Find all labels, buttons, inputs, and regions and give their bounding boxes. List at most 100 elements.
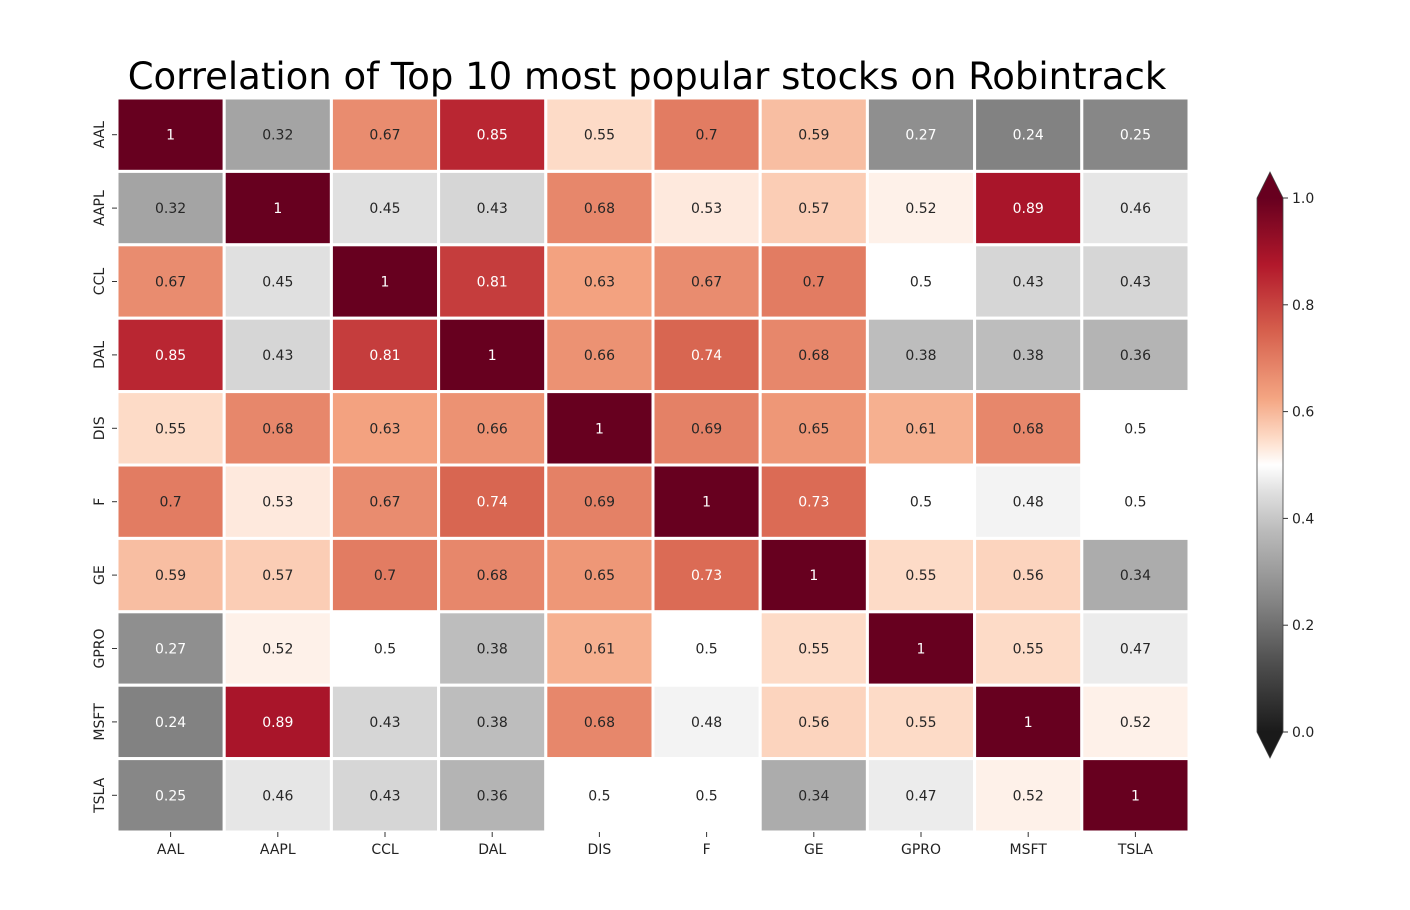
cell-value-label: 0.24	[155, 715, 186, 731]
y-tick-label: F	[92, 498, 108, 506]
heatmap-cell	[651, 463, 762, 540]
cell-value-label: 0.38	[477, 642, 508, 658]
y-tick-label: TSLA	[92, 777, 108, 814]
heatmap-cell	[329, 610, 441, 687]
cell-value-label: 1	[702, 495, 711, 511]
heatmap-cell	[222, 683, 333, 761]
cell-value-label: 0.32	[155, 201, 186, 217]
cell-value-label: 0.52	[262, 642, 293, 658]
heatmap-cell	[973, 243, 1084, 320]
cell-value-label: 0.57	[798, 201, 829, 217]
heatmap-cell	[758, 390, 869, 467]
cell-value-label: 0.7	[803, 275, 825, 291]
colorbar-tick-label: 0.6	[1292, 405, 1314, 421]
x-tick-label: F	[703, 842, 711, 858]
cell-value-label: 0.52	[1120, 715, 1151, 731]
cell-value-label: 0.24	[1013, 128, 1044, 144]
cell-value-label: 0.89	[262, 715, 293, 731]
cell-value-label: 0.53	[262, 495, 293, 511]
cell-value-label: 0.73	[798, 495, 829, 511]
heatmap-cell	[651, 96, 762, 173]
cell-value-label: 0.38	[1013, 348, 1044, 364]
heatmap-cell	[544, 610, 655, 687]
x-tick-label: CCL	[371, 842, 399, 858]
cell-value-label: 0.56	[798, 715, 829, 731]
cell-value-label: 0.53	[691, 201, 722, 217]
cell-value-label: 0.5	[1124, 495, 1146, 511]
cell-value-label: 0.68	[798, 348, 829, 364]
heatmap-cell	[651, 169, 762, 247]
cell-value-label: 0.61	[905, 421, 936, 437]
chart-title: Correlation of Top 10 most popular stock…	[128, 55, 1167, 98]
cell-value-label: 0.61	[584, 642, 615, 658]
colorbar-tick-label: 0.0	[1292, 725, 1314, 741]
y-tick-label: DAL	[92, 341, 108, 369]
cell-value-label: 0.85	[155, 348, 186, 364]
heatmap-cell	[544, 757, 655, 834]
cell-value-label: 0.63	[369, 421, 400, 437]
heatmap-cell	[222, 169, 333, 247]
cell-value-label: 0.7	[374, 568, 396, 584]
cell-value-label: 0.43	[262, 348, 293, 364]
heatmap-cell	[651, 536, 762, 614]
heatmap-cell	[222, 390, 333, 467]
cell-value-label: 0.7	[695, 128, 717, 144]
heatmap-cell	[222, 243, 333, 320]
cell-value-label: 0.25	[1120, 128, 1151, 144]
heatmap-cell	[865, 757, 977, 834]
heatmap-cell	[973, 757, 1084, 834]
heatmap-cell	[758, 683, 869, 761]
cell-value-label: 1	[917, 642, 926, 658]
heatmap-cell	[973, 463, 1084, 540]
cell-value-label: 0.55	[798, 642, 829, 658]
cell-value-label: 0.65	[798, 421, 829, 437]
cell-value-label: 0.5	[1124, 421, 1146, 437]
cell-value-label: 0.68	[477, 568, 508, 584]
heatmap-cell	[865, 390, 977, 467]
y-tick-label: DIS	[92, 416, 108, 440]
cell-value-label: 0.67	[155, 275, 186, 291]
x-tick-label: TSLA	[1117, 842, 1154, 858]
heatmap-cell	[651, 757, 762, 834]
cell-value-label: 0.59	[155, 568, 186, 584]
cell-value-label: 0.56	[1013, 568, 1044, 584]
heatmap-cell	[115, 757, 226, 834]
cell-value-label: 0.48	[1013, 495, 1044, 511]
heatmap-cell	[865, 683, 977, 761]
x-tick-label: AAL	[157, 842, 185, 858]
y-tick-label: GPRO	[92, 628, 108, 668]
heatmap-cell	[651, 610, 762, 687]
cell-value-label: 0.27	[905, 128, 936, 144]
heatmap-cell	[329, 243, 441, 320]
heatmap-cell	[1080, 610, 1191, 687]
heatmap-cell	[1080, 390, 1191, 467]
cell-value-label: 0.25	[155, 788, 186, 804]
cell-value-label: 0.68	[262, 421, 293, 437]
heatmap-cell	[329, 463, 441, 540]
heatmap-cell	[973, 610, 1084, 687]
heatmap-cell	[1080, 757, 1191, 834]
cell-value-label: 0.45	[262, 275, 293, 291]
cell-value-label: 0.47	[905, 788, 936, 804]
cell-value-label: 0.38	[905, 348, 936, 364]
heatmap-cell	[973, 390, 1084, 467]
cell-value-label: 1	[273, 201, 282, 217]
x-axis-ticks: AAL AAPL CCL DAL DIS F GE GPRO MSFT TSLA	[157, 832, 1153, 858]
colorbar-extend-min	[1257, 732, 1283, 758]
heatmap-cell	[437, 169, 548, 247]
cell-value-label: 0.57	[262, 568, 293, 584]
x-tick-label: GE	[804, 842, 824, 858]
heatmap-cell	[1080, 96, 1191, 173]
cell-value-label: 0.67	[369, 495, 400, 511]
cell-value-label: 0.36	[1120, 348, 1151, 364]
x-tick-label: GPRO	[901, 842, 941, 858]
cell-value-label: 0.55	[584, 128, 615, 144]
cell-value-label: 0.81	[477, 275, 508, 291]
cell-value-label: 0.43	[369, 715, 400, 731]
cell-value-label: 0.69	[691, 421, 722, 437]
cell-value-label: 0.63	[584, 275, 615, 291]
heatmap-cells: 1 0.32 0.67 0.85 0.55 0.7 0.59 0.27 0.24 0.25 0.32…	[115, 96, 1191, 834]
cell-value-label: 0.68	[584, 201, 615, 217]
cell-value-label: 0.43	[369, 788, 400, 804]
